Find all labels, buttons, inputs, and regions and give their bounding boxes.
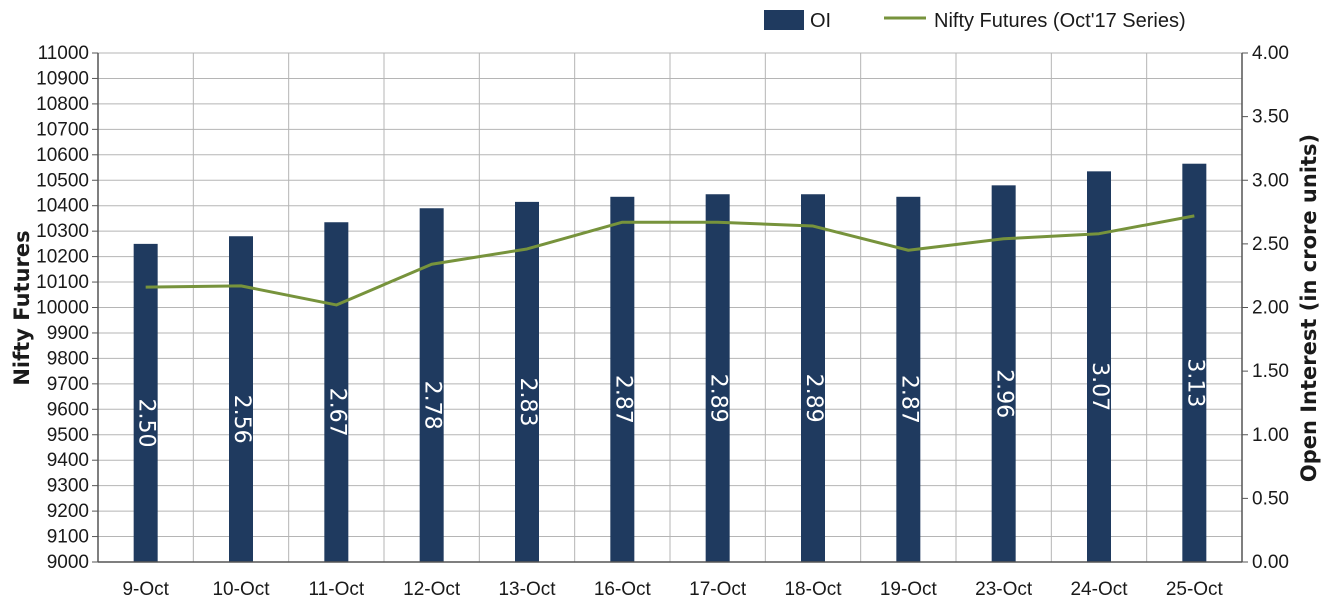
bar-oi xyxy=(801,194,825,562)
left-tick-label: 9600 xyxy=(47,399,89,420)
x-tick-label: 11-Oct xyxy=(309,579,365,600)
right-axis-title: Open Interest (in crore units) xyxy=(1297,134,1321,482)
left-tick-label: 11000 xyxy=(38,43,89,64)
x-tick-label: 23-Oct xyxy=(975,579,1033,600)
left-tick-label: 10500 xyxy=(36,170,89,191)
right-tick-label: 1.00 xyxy=(1252,425,1289,446)
left-tick-label: 9400 xyxy=(47,450,89,471)
bar-data-label: 2.83 xyxy=(515,377,540,426)
line-series xyxy=(145,214,1195,307)
bar-data-label: 2.87 xyxy=(896,375,921,424)
bar-data-label: 3.13 xyxy=(1182,358,1207,407)
legend: OI Nifty Futures (Oct'17 Series) xyxy=(764,10,1186,32)
left-tick-label: 10600 xyxy=(36,145,89,166)
bar-oi xyxy=(896,196,921,563)
right-tick-label: 3.00 xyxy=(1252,170,1289,191)
x-tick-label: 9-Oct xyxy=(122,579,169,600)
left-tick-label: 9000 xyxy=(47,552,89,573)
bar-oi xyxy=(705,194,730,562)
left-tick-label: 10700 xyxy=(36,119,89,140)
bar-data-label: 2.89 xyxy=(801,374,826,423)
left-tick-label: 10800 xyxy=(36,94,89,115)
bar-oi xyxy=(229,236,253,563)
grid xyxy=(97,52,1243,563)
bar-oi xyxy=(133,243,158,562)
left-tick-label: 9500 xyxy=(47,425,89,446)
x-tick-label: 25-Oct xyxy=(1166,579,1224,600)
bar-oi xyxy=(324,222,349,562)
left-tick-label: 10200 xyxy=(36,247,89,268)
bars: 2.50 2.56 2.67 2.78 2.83 2.87 2.89 2.89 2.87 2.96… xyxy=(133,163,1207,563)
left-axis-title: Nifty Futures xyxy=(10,230,34,385)
x-tick-label: 19-Oct xyxy=(880,579,938,600)
left-tick-label: 9700 xyxy=(47,374,89,395)
left-tick-label: 9800 xyxy=(47,348,89,369)
bar-data-label: 2.56 xyxy=(229,395,254,444)
bar-oi xyxy=(515,201,539,562)
left-tick-label: 9300 xyxy=(47,476,89,497)
x-tick-label: 13-Oct xyxy=(498,579,556,600)
left-tick-label: 10300 xyxy=(36,221,89,242)
bar-oi xyxy=(610,196,635,563)
right-tick-label: 2.00 xyxy=(1252,298,1289,319)
right-tick-label: 3.50 xyxy=(1252,107,1289,128)
bar-oi xyxy=(1087,171,1111,562)
x-tick-label: 10-Oct xyxy=(212,579,270,600)
nifty-line xyxy=(145,214,1195,307)
bar-data-label: 2.96 xyxy=(992,369,1017,418)
x-tick-label: 24-Oct xyxy=(1070,579,1128,600)
left-axis-ticks: 9000 9100 9200 9300 9400 9500 9600 9700 9800 9900… xyxy=(36,43,98,573)
legend-nifty-label: Nifty Futures (Oct'17 Series) xyxy=(934,10,1186,32)
x-axis-ticks: 9-Oct 10-Oct 11-Oct 12-Oct 13-Oct 16-Oct 17-Oc… xyxy=(122,579,1223,600)
left-tick-label: 9200 xyxy=(47,501,89,522)
right-axis-ticks: 0.00 0.50 1.00 1.50 2.00 2.50 3.00 3.50 4.00 xyxy=(1242,43,1289,573)
bar-data-label: 2.78 xyxy=(420,381,445,430)
left-tick-label: 10900 xyxy=(36,68,89,89)
bar-data-label: 2.67 xyxy=(324,388,349,437)
left-tick-label: 10400 xyxy=(36,196,89,217)
left-tick-label: 9100 xyxy=(47,527,89,548)
right-tick-label: 0.00 xyxy=(1252,552,1289,573)
bar-oi xyxy=(991,185,1016,562)
left-tick-label: 10100 xyxy=(36,272,89,293)
right-tick-label: 2.50 xyxy=(1252,234,1289,255)
left-tick-label: 10000 xyxy=(36,298,89,319)
right-tick-label: 0.50 xyxy=(1252,488,1289,509)
legend-oi-label: OI xyxy=(810,10,831,32)
bar-oi xyxy=(1182,163,1207,562)
x-tick-label: 18-Oct xyxy=(784,579,842,600)
legend-oi-swatch xyxy=(764,10,804,30)
x-tick-label: 12-Oct xyxy=(403,579,461,600)
bar-data-label: 2.89 xyxy=(706,374,731,423)
right-tick-label: 1.50 xyxy=(1252,361,1289,382)
bar-data-label: 3.07 xyxy=(1087,362,1112,411)
x-tick-label: 17-Oct xyxy=(689,579,747,600)
bar-data-label: 2.50 xyxy=(134,398,159,447)
x-tick-label: 16-Oct xyxy=(594,579,652,600)
bar-data-label: 2.87 xyxy=(610,375,635,424)
left-tick-label: 9900 xyxy=(47,323,89,344)
right-tick-label: 4.00 xyxy=(1252,43,1289,64)
